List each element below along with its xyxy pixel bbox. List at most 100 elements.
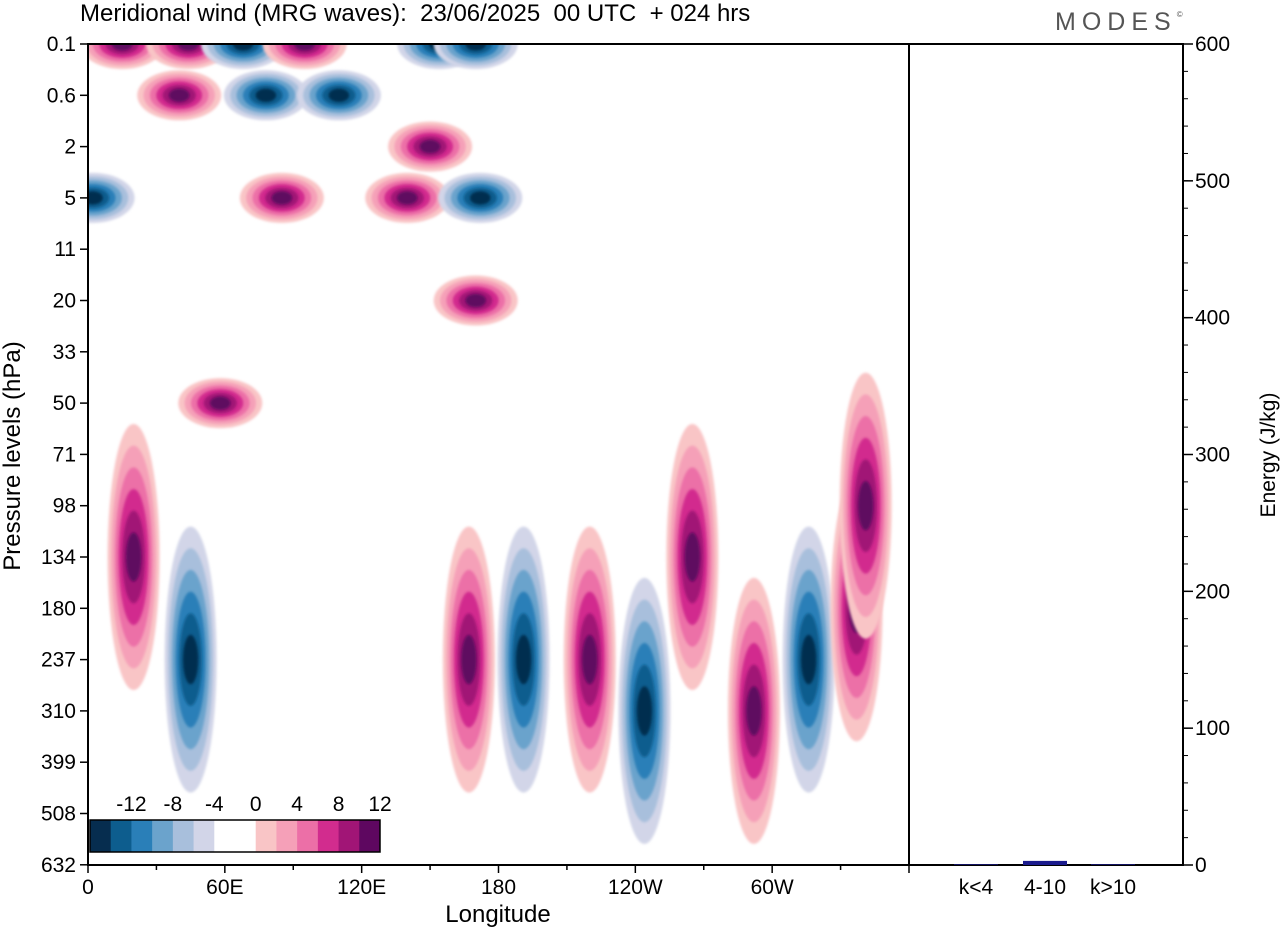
colorbar-label: -4 [205,793,224,816]
colorbar: -12 -8 -4 0 4 8 12 [89,793,392,853]
energy-bar [1023,860,1067,865]
y-tick-label: 399 [41,751,76,774]
contour-level [684,532,701,582]
energy-tick-label: 400 [1195,307,1230,330]
y-tick-label: 11 [54,238,76,261]
colorbar-frame [89,819,381,853]
contour-feature [388,121,473,172]
energy-bar-panel: 0 100 200 300 400 500 600 k<4 4-10 k>10 [954,33,1230,899]
contour-level [111,44,133,51]
energy-category-label: k>10 [1090,876,1136,899]
contour-feature [88,172,135,223]
y-tick-label: 180 [41,597,76,620]
colorbar-label: 8 [333,793,345,816]
chart-title: Meridional wind (MRG waves): 23/06/2025 … [80,0,751,27]
colorbar-swatch [193,820,215,852]
energy-tick-label: 200 [1195,580,1230,603]
contour-feature [438,172,523,223]
contour-feature [433,44,518,69]
y-tick-label: 5 [64,187,76,210]
contour-feature [433,275,518,326]
contour-level [328,88,350,102]
contour-feature [164,526,217,793]
y-axis-title: Pressure levels (hPa) [0,341,26,570]
contour-level [271,191,293,205]
energy-bar [954,864,998,865]
energy-tick-label: 600 [1195,33,1230,56]
colorbar-swatch [338,820,360,852]
x-tick-label: 0 [82,876,94,899]
colorbar-label: 4 [291,793,303,816]
contour-level [209,396,231,410]
contour-level [858,481,874,531]
energy-bar [1091,864,1135,865]
energy-tick-label: 300 [1195,444,1230,467]
contour-feature [178,378,263,429]
contour-feature [365,172,450,223]
contour-feature [88,44,165,69]
colorbar-swatch [297,820,319,852]
y-tick-label: 98 [53,495,76,518]
contour-level [800,634,817,685]
colorbar-swatch [110,820,132,852]
colorbar-label: -12 [116,793,146,816]
contour-level [294,44,315,51]
y-tick-label: 0.1 [47,33,76,56]
colorbar-label: 0 [250,793,262,816]
contour-feature [442,526,495,793]
energy-category-label: k<4 [959,876,994,899]
contour-level [396,191,418,205]
energy-tick-label: 100 [1195,717,1230,740]
x-axis-title: Longitude [445,901,550,928]
contour-level [465,293,487,308]
contour-level [88,191,103,205]
colorbar-swatch [255,820,277,852]
contour-feature [137,70,222,121]
y-tick-label: 237 [41,649,76,672]
contour-level [515,634,532,685]
x-tick-label: 60W [751,876,794,899]
contour-feature [727,577,780,844]
y-tick-label: 33 [53,341,76,364]
energy-tick-label: 0 [1195,854,1207,877]
contour-level [125,532,142,582]
contour-feature [618,577,671,844]
energy-tick-label: 500 [1195,170,1230,193]
contour-feature [107,424,160,690]
colorbar-swatch [317,820,340,852]
energy-frame [908,43,1184,866]
contour-feature [666,424,719,690]
contour-level [461,634,477,685]
contour-level [469,191,491,205]
colorbar-label: 12 [368,793,391,816]
y-tick-label: 20 [53,290,76,313]
y-tick-label: 2 [64,136,76,159]
colorbar-swatch [172,820,195,852]
y-tick-label: 71 [53,443,76,466]
colorbar-swatch [359,820,381,852]
x-tick-label: 120E [337,876,386,899]
contour-level [746,686,762,736]
contour-feature [782,526,835,793]
colorbar-swatch [276,820,298,852]
energy-category-label: 4-10 [1024,876,1066,899]
contour-feature [262,44,347,69]
energy-axis-title: Energy (J/kg) [1257,393,1280,518]
contour-level [168,88,190,102]
contour-level [178,44,199,51]
colorbar-swatch [235,820,257,852]
map-frame [87,43,910,866]
y-tick-label: 134 [41,546,76,569]
contour-level [582,634,598,685]
contour-map [88,44,892,844]
contour-feature [296,70,381,121]
y-tick-label: 632 [41,854,76,877]
brand-text: MODES [1055,8,1177,36]
colorbar-swatch [214,820,236,852]
colorbar-swatch [131,820,153,852]
contour-feature [563,526,616,793]
contour-level [419,139,441,154]
contour-level [465,44,487,51]
x-tick-label: 60E [206,876,243,899]
